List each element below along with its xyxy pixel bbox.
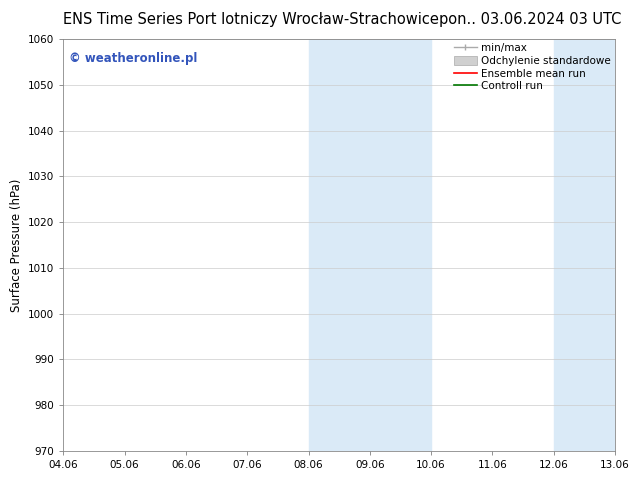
Y-axis label: Surface Pressure (hPa): Surface Pressure (hPa)	[10, 178, 23, 312]
Bar	[553, 39, 615, 451]
Text: ENS Time Series Port lotniczy Wrocław-Strachowice: ENS Time Series Port lotniczy Wrocław-St…	[63, 12, 439, 27]
Legend: min/max, Odchylenie standardowe, Ensemble mean run, Controll run: min/max, Odchylenie standardowe, Ensembl…	[452, 41, 613, 93]
Text: pon.. 03.06.2024 03 UTC: pon.. 03.06.2024 03 UTC	[439, 12, 621, 27]
Text: © weatheronline.pl: © weatheronline.pl	[69, 51, 197, 65]
Bar	[309, 39, 431, 451]
